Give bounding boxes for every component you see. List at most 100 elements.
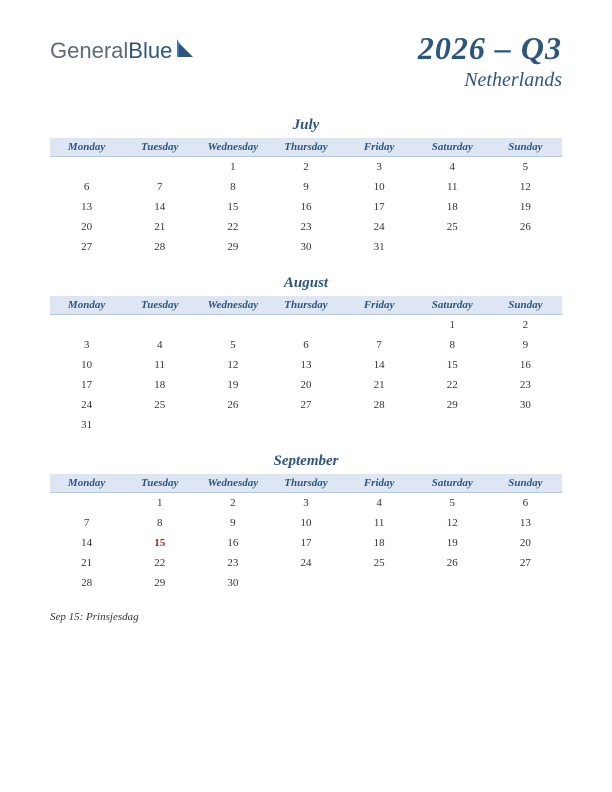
calendar-row: 12345: [50, 157, 562, 178]
calendar-cell: 2: [489, 315, 562, 336]
calendar-cell: 10: [343, 177, 416, 197]
calendar-cell: 20: [269, 375, 342, 395]
calendar-cell: 30: [196, 573, 269, 593]
month-block: August MondayTuesdayWednesdayThursdayFrid…: [50, 275, 562, 435]
calendar-cell: [416, 415, 489, 435]
day-header: Monday: [50, 296, 123, 315]
calendar-cell: 7: [343, 335, 416, 355]
calendar-cell: 5: [489, 157, 562, 178]
calendar-cell: [489, 573, 562, 593]
day-header: Tuesday: [123, 474, 196, 493]
calendar-cell: [416, 573, 489, 593]
logo-text-general: General: [50, 38, 128, 63]
day-header: Thursday: [269, 296, 342, 315]
calendar-cell: 27: [269, 395, 342, 415]
calendar-row: 21222324252627: [50, 553, 562, 573]
calendar-cell: 22: [123, 553, 196, 573]
calendar-cell: 31: [343, 237, 416, 257]
calendar-cell: 10: [269, 513, 342, 533]
calendar-row: 17181920212223: [50, 375, 562, 395]
calendar-cell: 3: [269, 493, 342, 514]
day-header: Friday: [343, 138, 416, 157]
calendar-cell: 18: [123, 375, 196, 395]
calendar-cell: [123, 315, 196, 336]
calendar-cell: 12: [489, 177, 562, 197]
calendar-cell: 21: [343, 375, 416, 395]
day-header: Saturday: [416, 138, 489, 157]
calendar-cell: 15: [123, 533, 196, 553]
calendar-container: JulyMondayTuesdayWednesdayThursdayFriday…: [50, 117, 562, 593]
calendar-cell: [269, 573, 342, 593]
day-header: Monday: [50, 138, 123, 157]
day-header: Tuesday: [123, 138, 196, 157]
calendar-cell: 1: [416, 315, 489, 336]
country-title: Netherlands: [418, 69, 562, 92]
day-header: Sunday: [489, 296, 562, 315]
month-name: August: [50, 275, 562, 292]
calendar-cell: 30: [269, 237, 342, 257]
calendar-cell: 1: [196, 157, 269, 178]
month-block: JulyMondayTuesdayWednesdayThursdayFriday…: [50, 117, 562, 257]
calendar-cell: 19: [196, 375, 269, 395]
day-header: Friday: [343, 474, 416, 493]
calendar-cell: 25: [416, 217, 489, 237]
logo: GeneralBlue: [50, 38, 195, 64]
calendar-cell: 15: [196, 197, 269, 217]
calendar-cell: 17: [50, 375, 123, 395]
header: GeneralBlue 2026 – Q3 Netherlands: [50, 30, 562, 92]
calendar-cell: [50, 493, 123, 514]
calendar-cell: 6: [269, 335, 342, 355]
calendar-cell: 21: [50, 553, 123, 573]
calendar-cell: 16: [489, 355, 562, 375]
calendar-cell: 23: [269, 217, 342, 237]
calendar-cell: 30: [489, 395, 562, 415]
calendar-cell: 25: [123, 395, 196, 415]
calendar-row: 31: [50, 415, 562, 435]
calendar-cell: 20: [489, 533, 562, 553]
calendar-cell: 8: [123, 513, 196, 533]
calendar-cell: 20: [50, 217, 123, 237]
calendar-cell: 27: [489, 553, 562, 573]
calendar-cell: 28: [50, 573, 123, 593]
calendar-cell: [489, 237, 562, 257]
calendar-cell: 14: [123, 197, 196, 217]
calendar-cell: 25: [343, 553, 416, 573]
calendar-cell: 26: [196, 395, 269, 415]
calendar-row: 2728293031: [50, 237, 562, 257]
calendar-cell: 11: [343, 513, 416, 533]
calendar-cell: 19: [416, 533, 489, 553]
calendar-cell: 24: [343, 217, 416, 237]
calendar-cell: 24: [50, 395, 123, 415]
day-header: Monday: [50, 474, 123, 493]
calendar-cell: [343, 315, 416, 336]
calendar-row: 12: [50, 315, 562, 336]
calendar-cell: 29: [123, 573, 196, 593]
day-header: Saturday: [416, 296, 489, 315]
calendar-cell: 4: [343, 493, 416, 514]
calendar-cell: 10: [50, 355, 123, 375]
title-block: 2026 – Q3 Netherlands: [418, 30, 562, 92]
calendar-row: 3456789: [50, 335, 562, 355]
calendar-cell: 28: [343, 395, 416, 415]
calendar-cell: 14: [343, 355, 416, 375]
calendar-cell: 23: [196, 553, 269, 573]
day-header: Saturday: [416, 474, 489, 493]
calendar-cell: 8: [196, 177, 269, 197]
calendar-cell: [196, 315, 269, 336]
calendar-table: MondayTuesdayWednesdayThursdayFridaySatu…: [50, 296, 562, 435]
day-header: Wednesday: [196, 474, 269, 493]
month-block: SeptemberMondayTuesdayWednesdayThursdayF…: [50, 453, 562, 593]
calendar-cell: 8: [416, 335, 489, 355]
calendar-cell: 24: [269, 553, 342, 573]
month-name: July: [50, 117, 562, 134]
calendar-cell: 4: [123, 335, 196, 355]
calendar-row: 13141516171819: [50, 197, 562, 217]
calendar-cell: 26: [489, 217, 562, 237]
day-header: Sunday: [489, 138, 562, 157]
calendar-cell: [196, 415, 269, 435]
calendar-cell: 17: [343, 197, 416, 217]
calendar-cell: [343, 415, 416, 435]
calendar-cell: 9: [269, 177, 342, 197]
calendar-cell: 29: [196, 237, 269, 257]
calendar-cell: 12: [416, 513, 489, 533]
